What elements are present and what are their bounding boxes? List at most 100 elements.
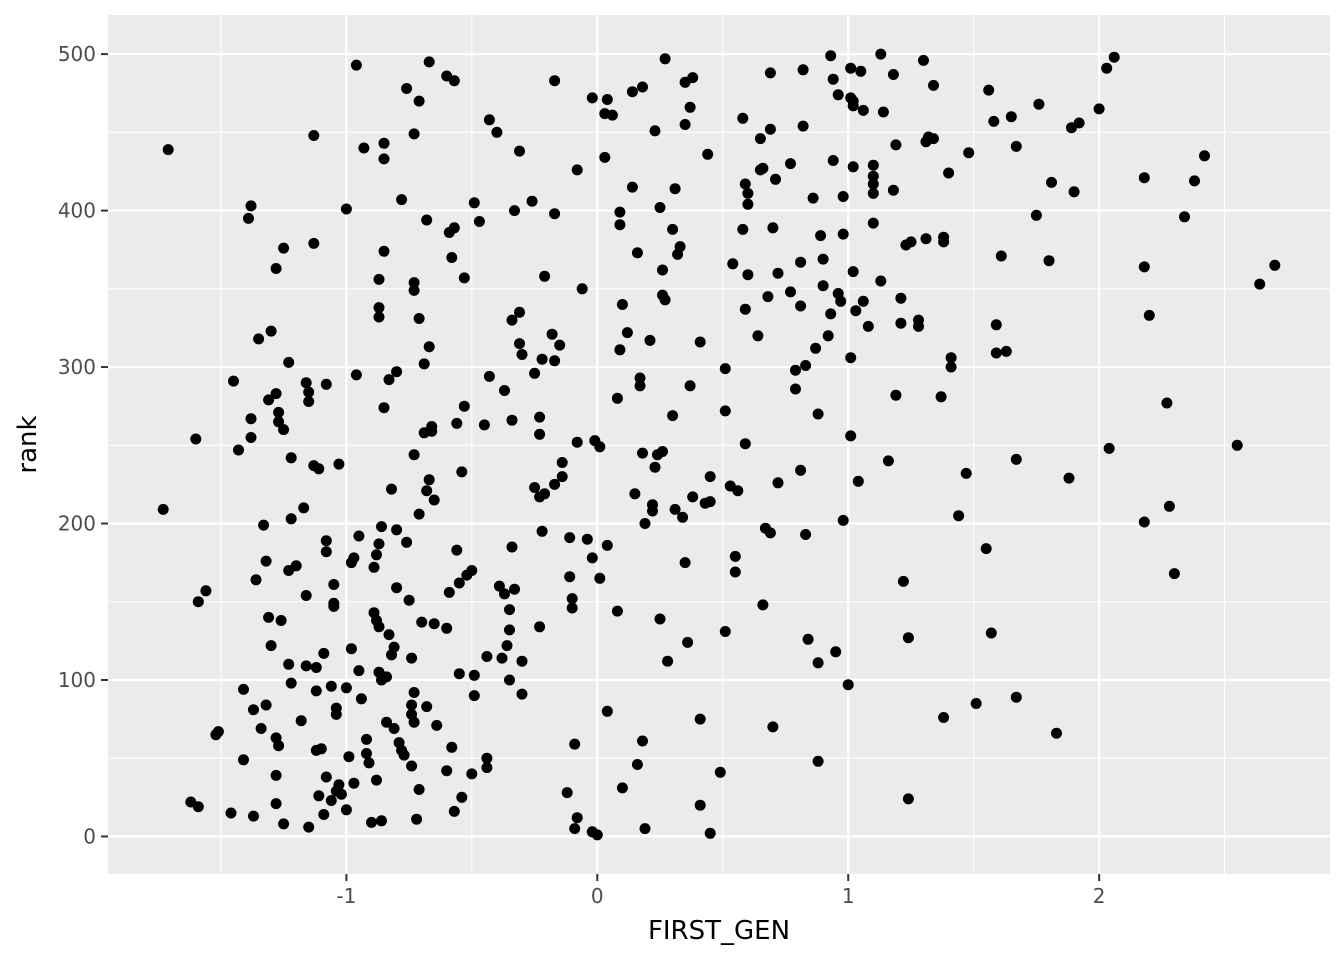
data-point xyxy=(303,396,315,407)
data-point xyxy=(795,464,807,476)
data-point xyxy=(406,652,418,664)
data-point xyxy=(263,394,275,406)
data-point xyxy=(353,530,365,542)
data-point xyxy=(817,253,829,265)
data-point xyxy=(504,604,515,616)
data-point xyxy=(381,671,392,683)
data-point xyxy=(157,503,169,515)
data-point xyxy=(270,769,282,781)
data-point xyxy=(328,579,340,590)
data-point xyxy=(772,267,784,279)
data-point xyxy=(616,782,628,794)
data-point xyxy=(325,680,337,692)
data-point xyxy=(857,104,869,116)
data-point xyxy=(1030,209,1042,221)
data-point xyxy=(481,762,493,774)
data-point xyxy=(300,377,312,389)
data-point xyxy=(343,751,355,763)
data-point xyxy=(770,173,781,185)
data-point xyxy=(825,308,837,320)
data-point xyxy=(1189,175,1200,187)
data-point xyxy=(729,566,741,578)
data-point xyxy=(310,685,322,697)
data-point xyxy=(423,56,435,68)
data-point xyxy=(318,647,330,659)
data-point xyxy=(376,815,387,827)
data-point xyxy=(263,611,275,623)
data-point xyxy=(491,126,503,138)
data-point xyxy=(300,660,312,672)
data-point xyxy=(687,72,699,84)
data-point xyxy=(719,363,731,375)
data-point xyxy=(943,167,955,179)
data-point xyxy=(283,356,295,368)
data-point xyxy=(767,222,779,234)
data-point xyxy=(832,89,844,101)
data-point xyxy=(764,527,776,539)
data-point xyxy=(1143,309,1155,321)
data-point xyxy=(985,627,997,639)
data-point xyxy=(228,375,239,387)
data-point xyxy=(704,496,716,508)
data-point xyxy=(657,264,668,276)
data-point xyxy=(408,687,420,698)
data-point xyxy=(350,369,362,381)
data-point xyxy=(536,525,548,537)
data-point xyxy=(534,411,546,423)
data-point xyxy=(835,295,847,307)
data-point xyxy=(790,364,801,376)
data-point xyxy=(408,284,420,296)
data-point xyxy=(847,161,859,173)
data-point xyxy=(423,341,435,353)
data-point xyxy=(539,270,551,282)
data-point xyxy=(913,320,924,332)
data-point xyxy=(388,723,400,734)
data-point xyxy=(378,245,390,257)
data-point xyxy=(516,655,528,667)
data-point xyxy=(283,658,295,670)
data-point xyxy=(795,256,807,268)
data-point xyxy=(278,242,290,254)
data-point xyxy=(990,319,1002,331)
data-point xyxy=(310,662,322,673)
data-point xyxy=(378,137,390,149)
data-point xyxy=(273,406,285,418)
data-point xyxy=(509,583,520,595)
data-point xyxy=(401,536,413,548)
data-point xyxy=(290,560,302,572)
data-point xyxy=(426,425,438,437)
data-point xyxy=(637,735,648,747)
data-point xyxy=(1068,186,1080,198)
data-point xyxy=(890,389,902,401)
data-point xyxy=(867,170,879,182)
data-point xyxy=(313,790,325,802)
data-point xyxy=(767,721,779,733)
x-tick-label: 1 xyxy=(842,884,855,908)
data-point xyxy=(614,206,626,218)
data-point xyxy=(877,106,889,118)
data-point xyxy=(506,314,518,326)
data-point xyxy=(162,144,174,156)
data-point xyxy=(694,799,706,811)
data-point xyxy=(368,561,380,573)
data-point xyxy=(355,693,367,705)
data-point xyxy=(1073,117,1085,129)
data-point xyxy=(504,624,515,636)
data-point xyxy=(320,535,332,547)
data-point xyxy=(928,133,939,145)
x-tick-label: -1 xyxy=(336,884,356,908)
data-point xyxy=(260,555,272,567)
data-point xyxy=(790,383,801,395)
data-point xyxy=(408,716,420,728)
data-point xyxy=(499,385,510,396)
data-point xyxy=(795,300,807,312)
data-point xyxy=(647,499,658,511)
data-point xyxy=(539,488,551,500)
y-tick-label: 500 xyxy=(58,42,96,66)
data-point xyxy=(1010,691,1022,703)
data-point xyxy=(340,203,352,215)
data-point xyxy=(546,328,558,340)
data-point xyxy=(278,424,290,436)
data-point xyxy=(456,466,468,478)
